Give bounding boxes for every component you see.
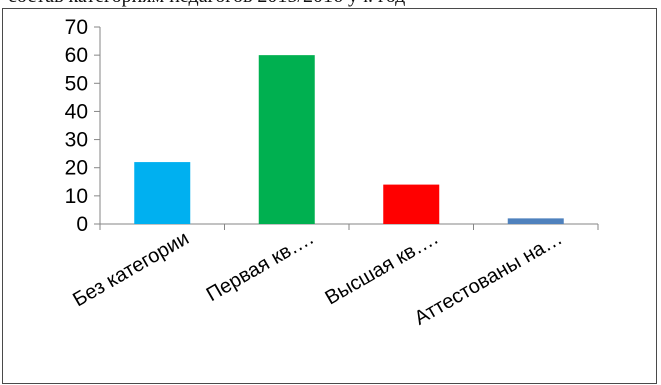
bar-2 <box>258 55 315 225</box>
y-tick-label: 50 <box>65 72 88 95</box>
x-category-label: Высшая кв…. <box>321 227 441 309</box>
y-tick-label: 20 <box>65 157 88 180</box>
y-tick-label: 0 <box>76 213 88 236</box>
x-category-label: Первая кв…. <box>203 227 317 306</box>
y-tick-label: 70 <box>65 16 88 39</box>
cut-off-heading: состав категориям педагогов 2015/2016 уч… <box>8 0 405 8</box>
bar-4 <box>507 218 564 224</box>
y-tick-label: 30 <box>65 129 88 152</box>
y-tick-label: 10 <box>65 185 88 208</box>
y-tick-label: 60 <box>65 44 88 67</box>
y-tick-label: 40 <box>65 100 88 123</box>
chart-frame <box>2 8 657 384</box>
bar-3 <box>383 184 440 224</box>
bar-1 <box>134 162 191 224</box>
x-category-label: Без категории <box>69 227 193 311</box>
